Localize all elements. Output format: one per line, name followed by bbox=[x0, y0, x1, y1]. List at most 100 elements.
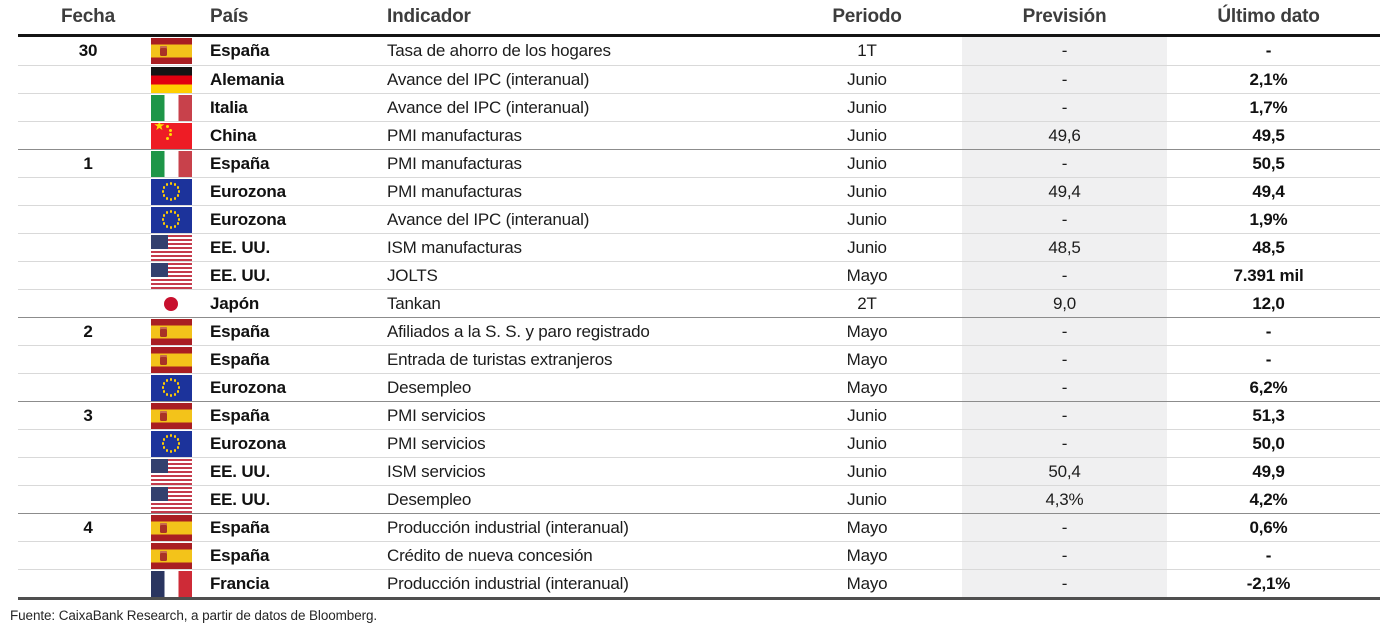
table-row: EE. UU. ISM servicios Junio 50,4 49,9 bbox=[18, 457, 1380, 485]
flag-cell bbox=[140, 37, 202, 65]
france-flag-icon bbox=[150, 570, 192, 597]
period-cell: 2T bbox=[857, 293, 877, 313]
usa-flag-icon bbox=[150, 458, 192, 485]
flag-cell bbox=[140, 290, 202, 317]
table-row: Eurozona Avance del IPC (interanual) Jun… bbox=[18, 205, 1380, 233]
indicator-cell: Afiliados a la S. S. y paro registrado bbox=[387, 321, 650, 341]
latest-value-cell: 50,0 bbox=[1252, 433, 1285, 453]
table-row: Francia Producción industrial (interanua… bbox=[18, 569, 1380, 597]
latest-value-cell: 12,0 bbox=[1252, 293, 1285, 313]
flag-cell bbox=[140, 402, 202, 429]
indicator-cell: PMI manufacturas bbox=[387, 153, 522, 173]
date-cell: 1 bbox=[83, 153, 93, 173]
eurozone-flag-icon bbox=[150, 206, 192, 233]
period-cell: Junio bbox=[847, 489, 887, 509]
column-header-fecha: Fecha bbox=[61, 6, 115, 27]
japan-flag-icon bbox=[150, 290, 192, 317]
country-cell: Eurozona bbox=[210, 181, 286, 201]
indicator-cell: Tankan bbox=[387, 293, 441, 313]
flag-cell bbox=[140, 318, 202, 345]
country-cell: España bbox=[210, 321, 270, 341]
economic-calendar-table: Fecha País Indicador Periodo Previsión Ú… bbox=[18, 0, 1380, 597]
flag-cell bbox=[140, 262, 202, 289]
date-cell: 2 bbox=[83, 321, 93, 341]
flag-cell bbox=[140, 150, 202, 177]
indicator-cell: ISM manufacturas bbox=[387, 237, 522, 257]
country-cell: Francia bbox=[210, 573, 270, 593]
flag-cell bbox=[140, 458, 202, 485]
latest-value-cell: - bbox=[1265, 41, 1272, 60]
flag-cell bbox=[140, 570, 202, 597]
latest-value-cell: 48,5 bbox=[1252, 237, 1285, 257]
forecast-cell: - bbox=[962, 150, 1167, 177]
indicator-cell: PMI manufacturas bbox=[387, 181, 522, 201]
period-cell: Junio bbox=[847, 209, 887, 229]
flag-cell bbox=[140, 542, 202, 569]
forecast-cell: 50,4 bbox=[962, 458, 1167, 485]
indicator-cell: JOLTS bbox=[387, 265, 438, 285]
forecast-cell: 49,4 bbox=[962, 178, 1167, 205]
period-cell: Junio bbox=[847, 461, 887, 481]
italy-flag-icon bbox=[150, 150, 192, 177]
latest-value-cell: - bbox=[1265, 545, 1272, 565]
usa-flag-icon bbox=[150, 486, 192, 513]
column-header-prevision: Previsión bbox=[1022, 6, 1107, 27]
indicator-cell: Crédito de nueva concesión bbox=[387, 545, 593, 565]
latest-value-cell: 51,3 bbox=[1252, 405, 1285, 425]
latest-value-cell: 7.391 mil bbox=[1233, 265, 1304, 285]
indicator-cell: Tasa de ahorro de los hogares bbox=[387, 41, 611, 60]
flag-cell bbox=[140, 234, 202, 261]
forecast-cell: - bbox=[962, 346, 1167, 373]
country-cell: EE. UU. bbox=[210, 461, 271, 481]
column-header-indicador: Indicador bbox=[387, 6, 471, 27]
column-header-ultimo-dato: Último dato bbox=[1217, 6, 1320, 27]
germany-flag-icon bbox=[150, 66, 192, 93]
spain-flag-icon bbox=[150, 542, 192, 569]
forecast-cell: 48,5 bbox=[962, 234, 1167, 261]
date-cell: 3 bbox=[83, 405, 93, 425]
table-row: EE. UU. JOLTS Mayo - 7.391 mil bbox=[18, 261, 1380, 289]
table-header-row: Fecha País Indicador Periodo Previsión Ú… bbox=[18, 0, 1380, 37]
period-cell: Mayo bbox=[846, 573, 888, 593]
country-cell: China bbox=[210, 125, 257, 145]
latest-value-cell: 49,5 bbox=[1252, 125, 1285, 145]
flag-cell bbox=[140, 374, 202, 401]
flag-cell bbox=[140, 206, 202, 233]
forecast-cell: - bbox=[962, 262, 1167, 289]
forecast-cell: - bbox=[962, 66, 1167, 93]
forecast-cell: - bbox=[962, 206, 1167, 233]
usa-flag-icon bbox=[150, 262, 192, 289]
period-cell: Mayo bbox=[846, 321, 888, 341]
china-flag-icon: ★ bbox=[150, 122, 192, 149]
flag-cell bbox=[140, 66, 202, 93]
table-row: EE. UU. ISM manufacturas Junio 48,5 48,5 bbox=[18, 233, 1380, 261]
country-cell: España bbox=[210, 545, 270, 565]
forecast-cell: 9,0 bbox=[962, 290, 1167, 317]
table-row: 1 España PMI manufacturas Junio - 50,5 bbox=[18, 149, 1380, 177]
indicator-cell: Avance del IPC (interanual) bbox=[387, 69, 590, 89]
forecast-cell: - bbox=[962, 542, 1167, 569]
latest-value-cell: 4,2% bbox=[1249, 489, 1288, 509]
indicator-cell: Avance del IPC (interanual) bbox=[387, 209, 590, 229]
forecast-cell: - bbox=[962, 37, 1167, 65]
flag-cell: ★ bbox=[140, 122, 202, 149]
period-cell: Junio bbox=[847, 181, 887, 201]
eurozone-flag-icon bbox=[150, 430, 192, 457]
table-row: España Entrada de turistas extranjeros M… bbox=[18, 345, 1380, 373]
spain-flag-icon bbox=[150, 402, 192, 429]
usa-flag-icon bbox=[150, 234, 192, 261]
country-cell: Alemania bbox=[210, 69, 284, 89]
table-row: España Crédito de nueva concesión Mayo -… bbox=[18, 541, 1380, 569]
forecast-cell: - bbox=[962, 430, 1167, 457]
eurozone-flag-icon bbox=[150, 178, 192, 205]
country-cell: Japón bbox=[210, 293, 260, 313]
table-row: Eurozona PMI servicios Junio - 50,0 bbox=[18, 429, 1380, 457]
latest-value-cell: - bbox=[1265, 349, 1272, 369]
flag-cell bbox=[140, 94, 202, 121]
latest-value-cell: -2,1% bbox=[1246, 573, 1291, 593]
forecast-cell: 49,6 bbox=[962, 122, 1167, 149]
indicator-cell: Desempleo bbox=[387, 489, 472, 509]
period-cell: Mayo bbox=[846, 265, 888, 285]
indicator-cell: Producción industrial (interanual) bbox=[387, 573, 629, 593]
country-cell: EE. UU. bbox=[210, 265, 271, 285]
